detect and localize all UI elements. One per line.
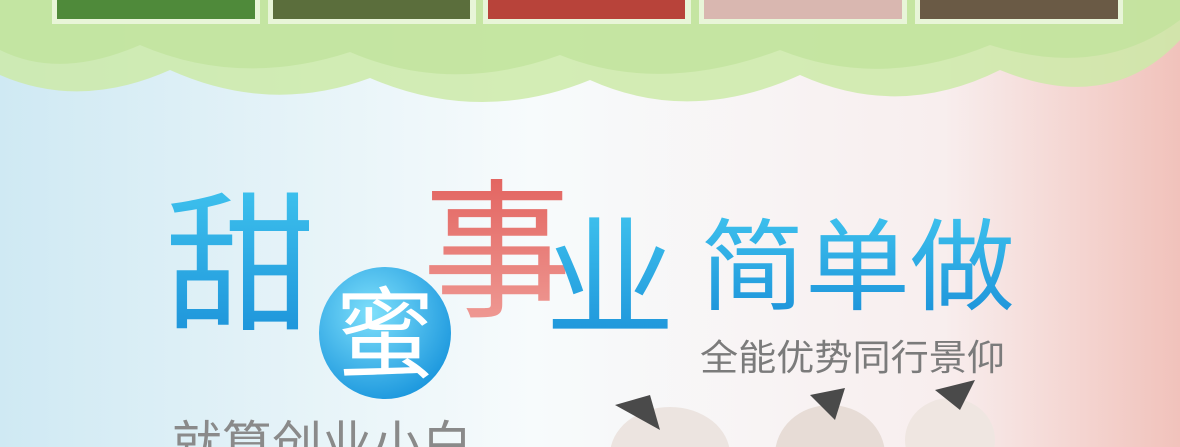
photo [704, 0, 902, 19]
chocolate [935, 380, 975, 410]
circle-badge [319, 267, 451, 399]
headline-char: 业 [545, 204, 675, 356]
headline-char: 甜 [165, 180, 315, 354]
photo [920, 0, 1118, 19]
chocolate [615, 395, 660, 430]
dessert [905, 398, 995, 447]
chocolate [810, 388, 845, 420]
photo [273, 0, 470, 19]
dessert [775, 405, 885, 447]
tagline: 就算创业小白 [172, 416, 472, 447]
headline-text: 简单做 [700, 209, 1015, 326]
headline-char: 事 [422, 167, 572, 341]
photo [488, 0, 685, 19]
photo [57, 0, 255, 19]
subtitle: 全能优势同行景仰 [700, 338, 1005, 379]
headline-char: 蜜 [335, 277, 435, 394]
